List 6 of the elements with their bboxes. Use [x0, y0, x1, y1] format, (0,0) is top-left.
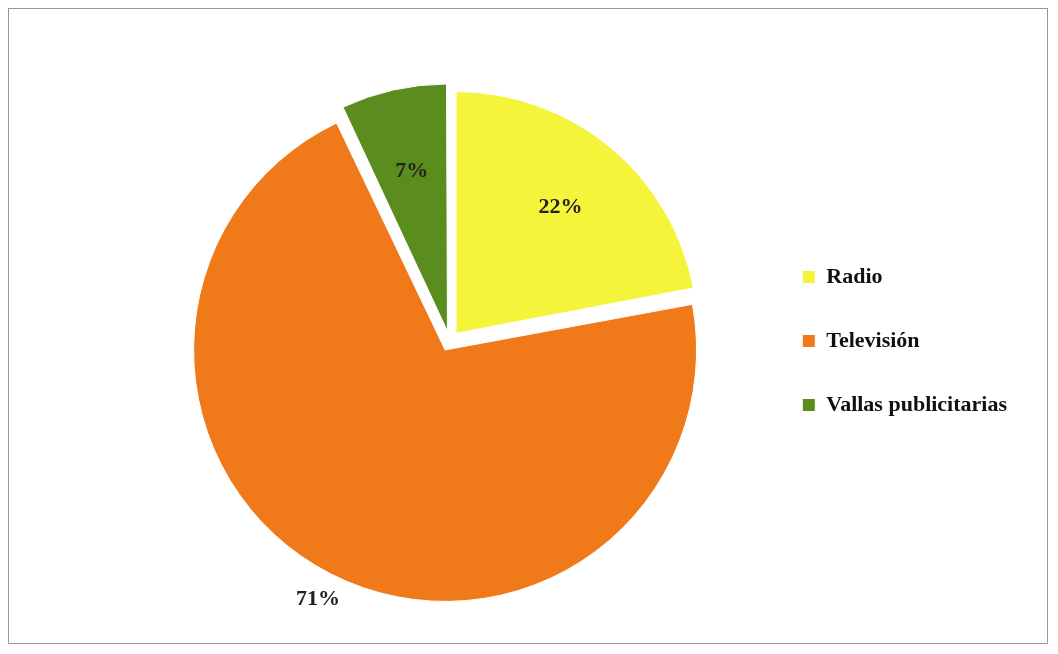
data-label: 7%: [395, 157, 429, 182]
legend-label: Radio: [826, 262, 883, 288]
data-label: 22%: [538, 192, 583, 218]
data-label: 71%: [296, 584, 341, 610]
legend-label: Vallas publicitarias: [826, 390, 1008, 416]
legend-label: Televisión: [826, 326, 920, 352]
